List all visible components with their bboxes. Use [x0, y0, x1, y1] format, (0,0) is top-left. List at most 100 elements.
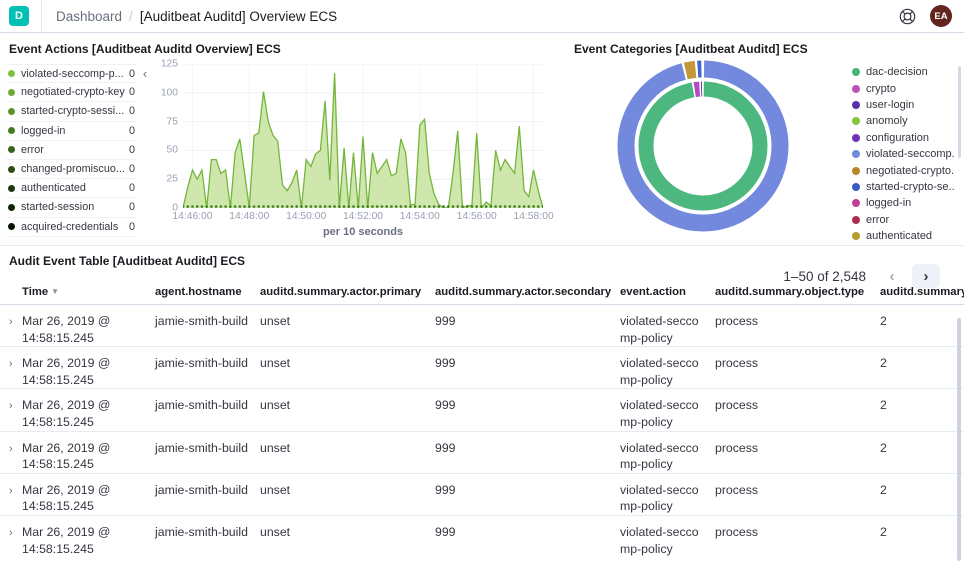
legend-item-label: logged-in: [21, 124, 66, 137]
row-expand-icon[interactable]: ›: [9, 526, 13, 539]
row-expand-icon[interactable]: ›: [9, 484, 13, 497]
legend-item-value: 0: [128, 67, 135, 80]
legend-item-label: error: [21, 143, 44, 156]
legend-collapse-icon[interactable]: ‹: [142, 66, 148, 81]
dashboard-panels-row: Event Actions [Auditbeat Auditd Overview…: [0, 33, 964, 246]
table-scrollbar[interactable]: [957, 318, 961, 561]
breadcrumb: Dashboard / [Auditbeat Auditd] Overview …: [56, 9, 337, 24]
column-header-auditd-summary[interactable]: auditd.summary: [880, 282, 964, 305]
legend-item-label: negotiated-crypto...: [866, 164, 954, 177]
legend-item-dac-decision[interactable]: dac-decision: [852, 64, 954, 80]
table-cell: unset: [260, 314, 291, 328]
pagination-next-button[interactable]: ›: [912, 264, 940, 288]
legend-item-violated-seccomp[interactable]: violated-seccomp...: [852, 146, 954, 162]
pagination-prev-button[interactable]: ‹: [889, 267, 895, 285]
table-cell: 999: [435, 430, 620, 474]
legend-item-started-session[interactable]: started-session 0: [6, 198, 137, 218]
legend-item-violated-seccomp-p[interactable]: violated-seccomp-p... 0: [6, 64, 137, 84]
baseline-dot: [210, 205, 213, 208]
legend-item-error[interactable]: error 0: [6, 141, 137, 160]
column-header-agent-hostname[interactable]: agent.hostname: [155, 282, 260, 305]
column-header-time[interactable]: Time ▼: [22, 282, 155, 305]
table-cell: jamie-smith-build: [155, 472, 260, 516]
y-axis-tick-label: 0: [172, 202, 178, 214]
legend-item-anomoly[interactable]: anomoly: [852, 113, 954, 129]
column-header-auditd-summary-actor-secondary[interactable]: auditd.summary.actor.secondary: [435, 282, 620, 305]
y-axis-tick-label: 125: [160, 58, 178, 70]
baseline-dot: [224, 205, 227, 208]
column-header-auditd-summary-actor-primary[interactable]: auditd.summary.actor.primary: [260, 282, 435, 305]
dashboard-logo-icon[interactable]: D: [9, 6, 29, 26]
legend-item-error[interactable]: error: [852, 212, 954, 228]
table-pagination: 1–50 of 2,548 ‹ ›: [783, 264, 940, 288]
baseline-dot: [380, 205, 384, 208]
legend-item-value: 0: [128, 163, 135, 176]
legend-item-authenticated[interactable]: authenticated 0: [6, 179, 137, 199]
baseline-dot: [300, 205, 303, 208]
column-header-label: agent.hostname: [155, 286, 242, 298]
column-header-label: Time: [22, 286, 49, 298]
table-cell: jamie-smith-build: [155, 314, 248, 328]
baseline-dot: [319, 205, 322, 208]
row-expand-icon[interactable]: ›: [9, 358, 13, 371]
legend-item-negotiated-crypto[interactable]: negotiated-crypto...: [852, 162, 954, 178]
legend-item-started-crypto-sessi[interactable]: started-crypto-sessi... 0: [6, 102, 137, 122]
legend-dot-icon: [852, 166, 860, 175]
legend-item-value: 0: [128, 143, 135, 156]
legend-item-started-crypto-se[interactable]: started-crypto-se...: [852, 179, 954, 195]
row-expand-icon[interactable]: ›: [9, 400, 13, 413]
y-axis-tick-label: 25: [166, 173, 178, 185]
y-axis-tick-label: 100: [160, 87, 178, 99]
baseline-dot: [281, 205, 284, 208]
area-chart-svg[interactable]: [183, 64, 543, 208]
legend-scrollbar[interactable]: [958, 66, 961, 158]
baseline-dot: [423, 205, 426, 208]
baseline-dot: [527, 205, 531, 208]
legend-dot-icon: [852, 133, 860, 142]
baseline-dot: [446, 205, 450, 208]
table-cell: process: [715, 314, 759, 328]
baseline-dot: [508, 205, 512, 208]
baseline-dot: [328, 205, 332, 208]
expander-header: [0, 282, 22, 305]
baseline-dot: [295, 205, 298, 208]
baseline-dot: [475, 205, 478, 208]
legend-item-logged-in[interactable]: logged-in: [852, 195, 954, 211]
column-header-auditd-summary-object-type[interactable]: auditd.summary.object.type: [715, 282, 880, 305]
breadcrumb-dashboard-link[interactable]: Dashboard: [56, 8, 123, 24]
legend-item-value: 0: [128, 105, 135, 118]
user-avatar[interactable]: EA: [930, 5, 952, 27]
legend-item-logged-in[interactable]: logged-in 0: [6, 122, 137, 141]
baseline-dot: [338, 205, 341, 208]
baseline-dot: [456, 205, 460, 208]
legend-item-configuration[interactable]: configuration: [852, 130, 954, 146]
y-axis-tick-label: 50: [166, 144, 178, 156]
event-categories-legend: dac-decision crypto user-login anomoly confi…: [852, 56, 961, 244]
table-cell: Mar 26, 2019 @ 14:58:15.245: [22, 430, 155, 474]
event-categories-donut-chart[interactable]: [615, 58, 791, 239]
legend-item-crypto[interactable]: crypto: [852, 80, 954, 96]
legend-dot-icon: [852, 100, 860, 109]
event-actions-legend: violated-seccomp-p... 0 negotiated-crypto-…: [6, 64, 137, 237]
legend-item-acquired-credentials[interactable]: acquired-credentials 0: [6, 218, 137, 237]
legend-item-user-login[interactable]: user-login: [852, 97, 954, 113]
row-expand-icon[interactable]: ›: [9, 316, 13, 328]
sort-descending-icon: ▼: [51, 287, 60, 296]
baseline-dot: [437, 205, 441, 208]
legend-item-label: configuration: [866, 131, 929, 144]
table-row: › Mar 26, 2019 @ 14:58:15.245 jamie-smith-…: [0, 514, 964, 558]
donut-chart-svg[interactable]: [615, 58, 791, 234]
row-expand-icon[interactable]: ›: [9, 442, 13, 455]
area-series-line: [183, 73, 543, 208]
help-icon[interactable]: [899, 8, 916, 25]
legend-item-negotiated-crypto-key[interactable]: negotiated-crypto-key 0: [6, 83, 137, 103]
legend-item-changed-promiscuo[interactable]: changed-promiscuo... 0: [6, 160, 137, 180]
x-axis-tick-label: 14:58:00: [513, 211, 554, 222]
legend-item-label: dac-decision: [866, 66, 928, 79]
column-header-event-action[interactable]: event.action: [620, 282, 715, 305]
baseline-dot: [418, 205, 422, 208]
baseline-dot: [342, 205, 346, 208]
table-cell: violated-seccomp-policy: [620, 472, 715, 516]
legend-item-authenticated[interactable]: authenticated: [852, 228, 954, 244]
baseline-dot: [385, 205, 388, 208]
